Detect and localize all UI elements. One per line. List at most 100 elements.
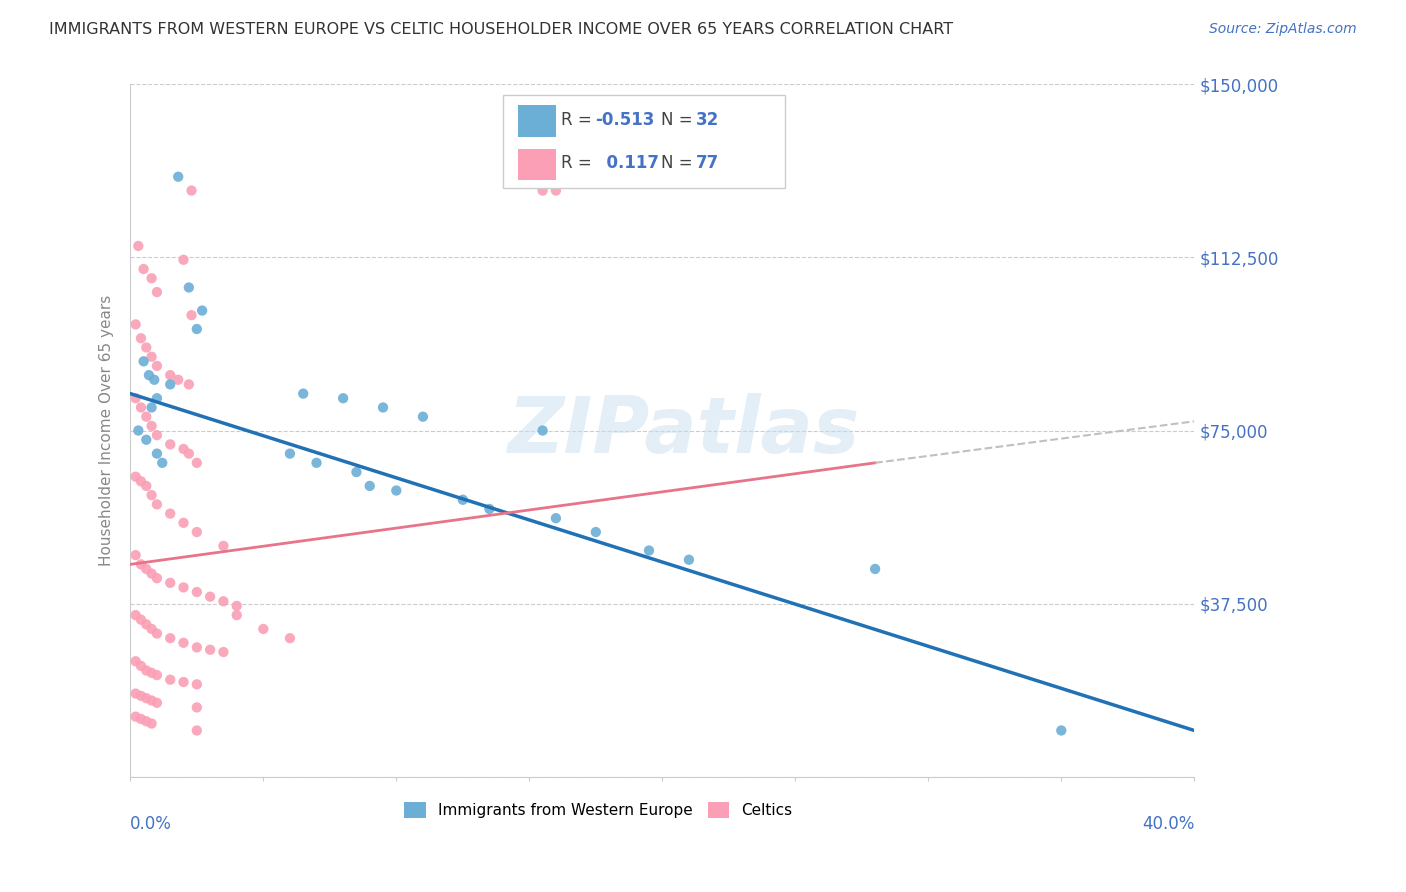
Text: 40.0%: 40.0% [1142, 814, 1194, 833]
Point [678, 553, 700, 567]
Point [146, 428, 169, 442]
Point [146, 571, 169, 585]
Point [385, 483, 408, 498]
Point [212, 594, 235, 608]
Point [141, 418, 163, 433]
Point [138, 368, 160, 383]
Point [135, 714, 157, 729]
Text: N =: N = [661, 111, 699, 129]
Point [173, 516, 195, 530]
Point [146, 668, 169, 682]
Point [186, 700, 208, 714]
Point [159, 631, 181, 645]
Point [124, 654, 146, 668]
Point [135, 341, 157, 355]
Point [159, 575, 181, 590]
Point [1050, 723, 1073, 738]
Point [146, 626, 169, 640]
Point [173, 636, 195, 650]
Point [191, 303, 214, 318]
Point [143, 373, 166, 387]
Point [198, 590, 221, 604]
Point [124, 608, 146, 623]
Point [146, 497, 169, 511]
Point [186, 723, 208, 738]
Point [141, 622, 163, 636]
Point [141, 488, 163, 502]
Point [141, 716, 163, 731]
Text: ZIPatlas: ZIPatlas [508, 392, 859, 468]
Point [141, 693, 163, 707]
Point [124, 709, 146, 723]
Point [146, 447, 169, 461]
Point [135, 664, 157, 678]
Point [225, 608, 247, 623]
Point [585, 524, 607, 539]
Point [412, 409, 434, 424]
Point [544, 184, 567, 198]
Point [135, 433, 157, 447]
Point [478, 502, 501, 516]
Point [124, 687, 146, 701]
Point [129, 475, 152, 489]
Point [146, 696, 169, 710]
Point [135, 691, 157, 706]
Point [359, 479, 381, 493]
Point [173, 442, 195, 456]
Text: N =: N = [661, 154, 699, 172]
Text: 0.117: 0.117 [595, 154, 659, 172]
Point [177, 280, 200, 294]
Point [141, 271, 163, 285]
Point [124, 548, 146, 562]
Point [186, 677, 208, 691]
Point [167, 169, 190, 184]
Point [146, 359, 169, 373]
Point [638, 543, 661, 558]
FancyBboxPatch shape [517, 149, 555, 180]
Point [150, 456, 173, 470]
Point [186, 585, 208, 599]
Point [186, 322, 208, 336]
Y-axis label: Householder Income Over 65 years: Householder Income Over 65 years [100, 295, 114, 566]
Point [167, 373, 190, 387]
Point [132, 262, 155, 277]
Point [146, 285, 169, 299]
Point [129, 401, 152, 415]
FancyBboxPatch shape [517, 105, 555, 137]
Point [127, 424, 149, 438]
Point [135, 479, 157, 493]
Point [141, 350, 163, 364]
Point [159, 437, 181, 451]
Text: R =: R = [561, 111, 598, 129]
Point [177, 447, 200, 461]
Point [132, 354, 155, 368]
Point [124, 469, 146, 483]
Point [129, 658, 152, 673]
Point [186, 456, 208, 470]
Point [198, 642, 221, 657]
Point [141, 401, 163, 415]
Point [124, 318, 146, 332]
Point [278, 447, 301, 461]
Point [252, 622, 274, 636]
Point [135, 562, 157, 576]
Point [180, 184, 202, 198]
Point [225, 599, 247, 613]
Point [127, 239, 149, 253]
Point [129, 558, 152, 572]
Point [129, 613, 152, 627]
Point [292, 386, 315, 401]
Point [141, 566, 163, 581]
Point [159, 377, 181, 392]
Point [124, 391, 146, 405]
Legend: Immigrants from Western Europe, Celtics: Immigrants from Western Europe, Celtics [398, 797, 799, 824]
Point [159, 368, 181, 383]
Point [544, 511, 567, 525]
Point [129, 331, 152, 345]
FancyBboxPatch shape [503, 95, 785, 188]
Point [141, 665, 163, 680]
Point [346, 465, 368, 479]
Point [177, 377, 200, 392]
Text: -0.513: -0.513 [595, 111, 655, 129]
Point [173, 252, 195, 267]
